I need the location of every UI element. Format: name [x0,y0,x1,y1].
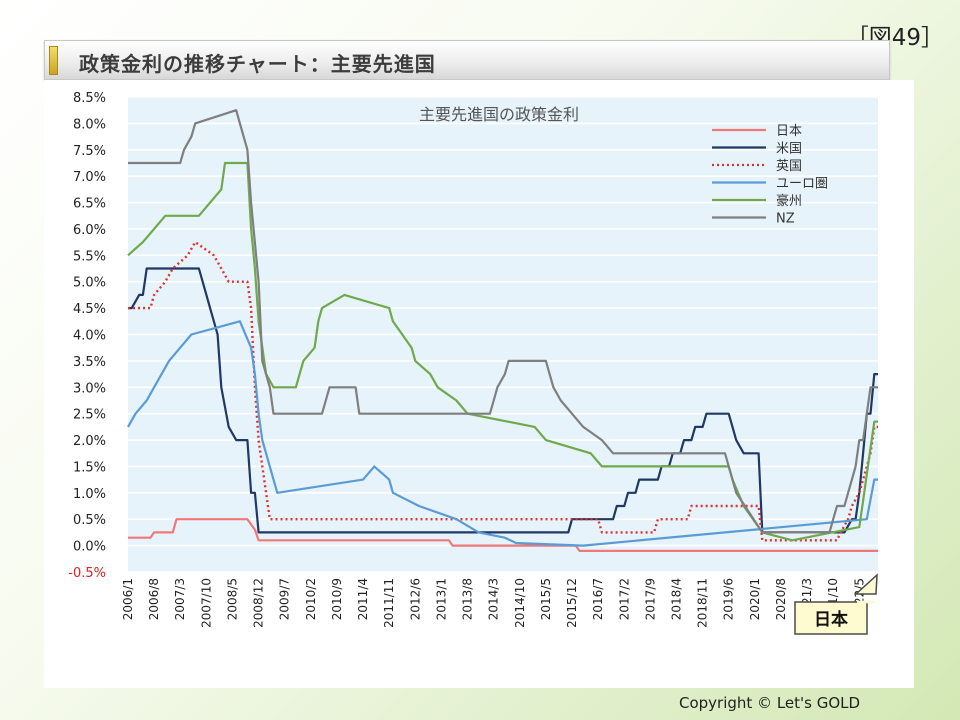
x-tick-label: 2009/7 [278,578,292,620]
callout-box [794,601,868,635]
legend-label: 日本 [776,124,802,139]
x-tick-label: 2020/8 [774,578,788,620]
y-tick-label: 5.0% [73,276,106,291]
callout-label: 日本 [814,609,848,630]
x-tick-label: 2018/11 [696,578,710,628]
legend-label: 英国 [776,159,802,174]
series-line-3 [127,320,878,547]
x-tick-label: 2013/1 [434,578,448,620]
x-tick-label: 2016/7 [591,578,605,620]
chart-panel: 8.5% 8.0% 7.5% 7.0% 6.5% 6.0% 5.5% 5.0% 4.5% 4.0%… [44,80,914,688]
x-tick-label: 2006/1 [121,578,135,620]
y-tick-label: 0.5% [73,513,106,528]
header-accent-bar [49,46,58,75]
y-tick-label: 4.0% [73,329,106,344]
x-tick-label: 2012/6 [408,578,422,620]
y-tick-label: 0.0% [73,540,106,555]
chart-title: 主要先進国の政策金利 [419,105,579,124]
x-tick-label: 2006/8 [147,578,161,620]
y-tick-label: 8.0% [73,117,106,132]
chart: 8.5% 8.0% 7.5% 7.0% 6.5% 6.0% 5.5% 5.0% 4.5% 4.0%… [68,91,878,635]
x-tick-label: 2011/4 [356,578,370,620]
x-tick-label: 2007/10 [199,578,213,628]
header-bar: 政策金利の推移チャート：主要先進国 [44,40,890,80]
legend-label: NZ [776,212,795,227]
series-line-1 [128,267,878,534]
x-tick-label: 2019/6 [722,578,736,620]
y-tick-label: 7.0% [73,170,106,185]
y-tick-label: 2.0% [73,434,106,449]
series-line-5 [128,109,878,534]
legend-label: ユーロ圏 [776,177,828,192]
x-tick-label: 2014/10 [513,578,527,628]
y-tick-label: 8.5% [73,91,106,106]
x-tick-label: 2007/3 [173,578,187,620]
x-tick-label: 2008/5 [225,578,239,620]
y-tick-label: 6.5% [73,197,106,212]
x-tick-label: 2008/12 [252,578,266,628]
x-tick-label: 2018/4 [670,578,684,620]
x-tick-label: 2011/11 [382,578,396,628]
callout-pointer [854,573,878,595]
y-tick-label: 3.0% [73,381,106,396]
x-tick-label: 2010/9 [330,578,344,620]
japan-callout: 日本 [794,573,878,635]
x-tick-label: 2013/8 [461,578,475,620]
y-tick-label: 6.0% [73,223,106,238]
series-line-2 [128,240,878,542]
y-tick-label: 2.5% [73,408,106,423]
x-tick-label: 2017/2 [617,578,631,620]
y-tick-label: 7.5% [73,144,106,159]
y-tick-label: 3.5% [73,355,106,370]
legend-label: 米国 [776,142,802,157]
x-tick-label: 2010/2 [304,578,318,620]
x-tick-label: 2015/5 [539,578,553,620]
x-tick-label: 2015/12 [565,578,579,628]
x-tick-label: 2017/9 [643,578,657,620]
y-tick-label: -0.5% [68,566,106,581]
x-tick-label: 2014/3 [487,578,501,620]
y-tick-label: 1.0% [73,487,106,502]
y-tick-label: 5.5% [73,249,106,264]
copyright-text: Copyright © Let's GOLD [679,694,861,712]
y-tick-label: 4.5% [73,302,106,317]
legend-label: 豪州 [776,193,802,209]
page-title: 政策金利の推移チャート：主要先進国 [79,52,436,76]
x-tick-label: 2020/1 [748,578,762,620]
y-tick-label: 1.5% [73,460,106,475]
